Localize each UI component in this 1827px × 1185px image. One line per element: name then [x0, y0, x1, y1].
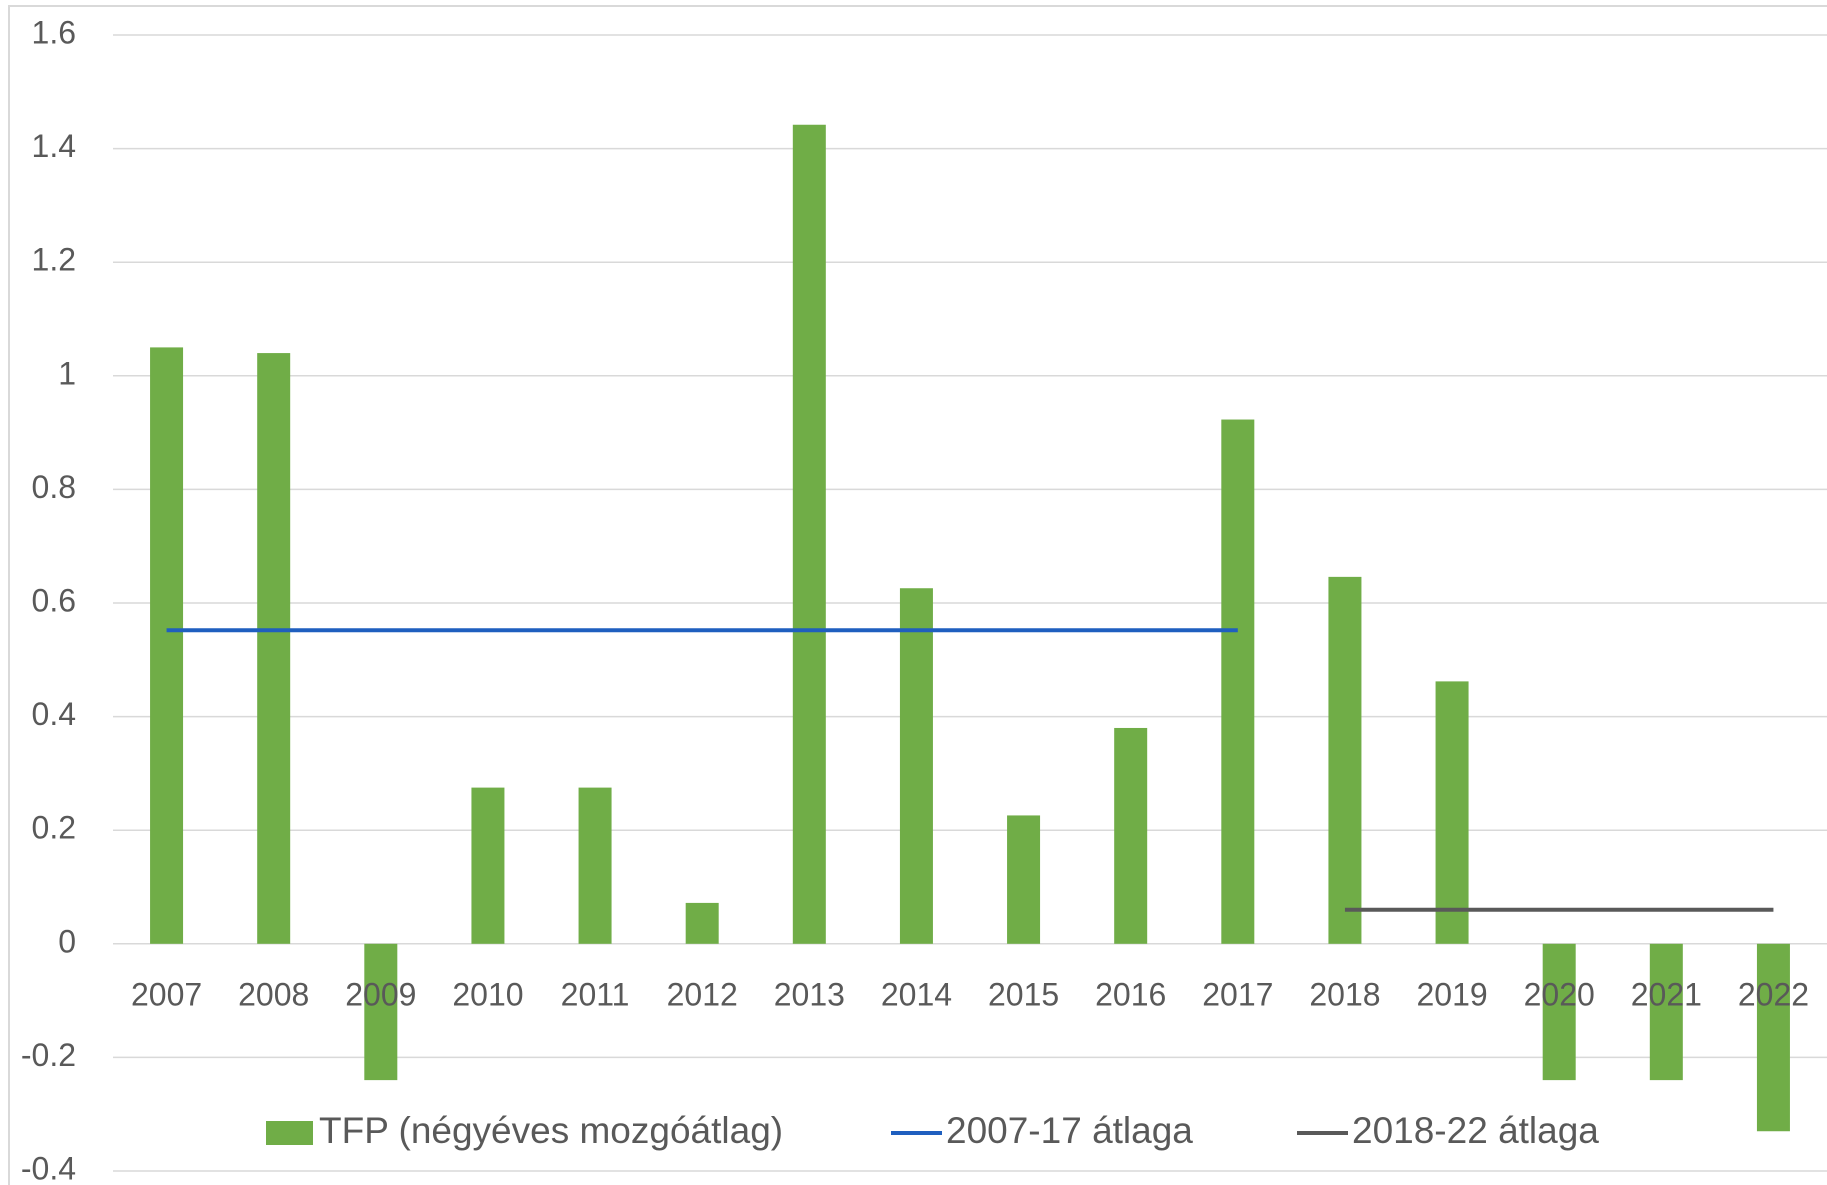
- x-tick-label: 2007: [131, 976, 202, 1012]
- bar: [1756, 943, 1790, 1132]
- y-tick-label: 0: [58, 923, 76, 959]
- bar: [1542, 943, 1576, 1081]
- chart-frame: [8, 5, 1827, 1185]
- y-tick-label: 0.2: [32, 810, 76, 846]
- legend-label: 2007-17 átlaga: [946, 1110, 1193, 1151]
- y-tick-label: -0.4: [21, 1150, 76, 1185]
- legend-label: TFP (négyéves mozgóátlag): [319, 1110, 783, 1151]
- bar: [257, 353, 291, 944]
- x-tick-label: 2021: [1631, 976, 1702, 1012]
- x-tick-label: 2013: [774, 976, 845, 1012]
- bar: [685, 902, 719, 944]
- y-tick-label: 1: [58, 355, 76, 391]
- bar: [471, 787, 505, 944]
- x-tick-label: 2017: [1202, 976, 1273, 1012]
- bar: [578, 787, 612, 944]
- x-tick-label: 2018: [1309, 976, 1380, 1012]
- bar: [1221, 419, 1255, 944]
- y-tick-label: 1.4: [32, 128, 76, 164]
- x-tick-label: 2016: [1095, 976, 1166, 1012]
- bar: [150, 347, 184, 944]
- x-tick-label: 2012: [667, 976, 738, 1012]
- y-tick-label: -0.2: [21, 1037, 76, 1073]
- bar: [364, 943, 398, 1081]
- bar: [1114, 727, 1148, 944]
- y-tick-label: 1.2: [32, 242, 76, 278]
- x-tick-label: 2019: [1416, 976, 1487, 1012]
- x-tick-label: 2010: [452, 976, 523, 1012]
- bar: [1435, 681, 1469, 944]
- y-tick-label: 0.6: [32, 582, 76, 618]
- x-tick-label: 2011: [561, 976, 630, 1012]
- bar: [899, 588, 933, 944]
- legend-swatch: [266, 1121, 313, 1145]
- y-tick-label: 1.6: [32, 14, 76, 50]
- y-tick-label: 0.8: [32, 469, 76, 505]
- x-tick-label: 2009: [345, 976, 416, 1012]
- bar: [1328, 576, 1362, 944]
- x-tick-label: 2014: [881, 976, 952, 1012]
- x-tick-label: 2015: [988, 976, 1059, 1012]
- legend-label: 2018-22 átlaga: [1352, 1110, 1599, 1151]
- bar: [1007, 815, 1041, 944]
- x-tick-label: 2020: [1524, 976, 1595, 1012]
- x-tick-label: 2008: [238, 976, 309, 1012]
- bar: [792, 124, 826, 944]
- bar: [1649, 943, 1683, 1081]
- x-tick-label: 2022: [1738, 976, 1809, 1012]
- y-tick-label: 0.4: [32, 696, 76, 732]
